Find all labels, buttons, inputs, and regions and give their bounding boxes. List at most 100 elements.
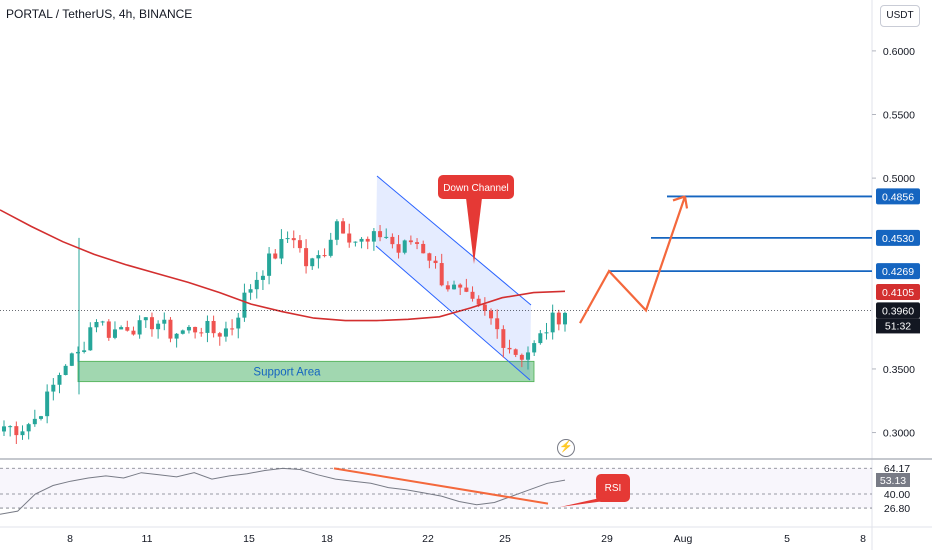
- projection-arrow: [672, 195, 689, 209]
- candle-body: [8, 426, 13, 428]
- candle-body: [279, 239, 284, 259]
- candle-body: [427, 253, 432, 261]
- down-channel: [375, 175, 532, 381]
- candle-body: [156, 323, 161, 330]
- price-label-box: [876, 263, 920, 280]
- candle-body: [186, 326, 191, 331]
- candle-body: [365, 238, 370, 242]
- candle-body: [285, 238, 290, 240]
- down-channel-label: Down Channel: [443, 183, 509, 194]
- candle-body: [402, 240, 407, 253]
- candle-body: [131, 330, 136, 335]
- candle-body: [38, 416, 43, 419]
- candle-body: [433, 260, 438, 264]
- candle-body: [51, 384, 56, 392]
- candle-body: [63, 365, 68, 376]
- candle-body: [137, 320, 142, 335]
- candle-body: [106, 321, 111, 338]
- ma-line: [0, 209, 566, 322]
- candle-body: [458, 284, 463, 288]
- candle-body: [143, 317, 148, 321]
- price-tick-label: 0.5500: [883, 110, 915, 122]
- time-tick-label: 5: [784, 533, 790, 545]
- candle-body: [168, 319, 173, 339]
- candle-body: [489, 310, 494, 319]
- price-label-box: [876, 283, 920, 300]
- candle-body: [507, 347, 512, 350]
- target-levels: [0, 195, 872, 311]
- rsi-callout-label: RSI: [605, 483, 622, 494]
- candle-body: [236, 317, 241, 329]
- candles: [2, 218, 567, 444]
- rsi-line: [0, 467, 566, 515]
- time-tick-label: 11: [142, 533, 153, 545]
- price-label-box: [876, 229, 920, 246]
- candle-body: [217, 333, 222, 337]
- price-tick-label: 0.6000: [883, 46, 915, 58]
- rsi-callout-pointer: [560, 498, 612, 507]
- rsi-callout-box: [596, 474, 630, 502]
- candle-body: [328, 239, 333, 256]
- candle-body: [316, 255, 321, 259]
- candle-body: [162, 319, 167, 324]
- candle-body: [297, 240, 302, 249]
- candle-body: [174, 333, 179, 339]
- candle-body: [260, 275, 265, 280]
- candle-body: [544, 332, 549, 334]
- currency-button[interactable]: USDT: [880, 5, 920, 27]
- candle-body: [304, 248, 309, 267]
- candle-body: [310, 258, 315, 267]
- candle-body: [267, 253, 272, 276]
- candle-body: [32, 418, 37, 425]
- candle-body: [378, 231, 383, 238]
- candle-body: [211, 320, 216, 334]
- support-area-box: [77, 360, 535, 383]
- candle-body: [464, 287, 469, 292]
- candle-body: [273, 253, 278, 259]
- candle-body: [57, 375, 62, 385]
- candle-body: [415, 242, 420, 244]
- time-tick-label: 18: [321, 533, 333, 545]
- rsi-level-label: 64.17: [884, 463, 910, 475]
- candle-body: [526, 352, 531, 360]
- candle-body: [353, 241, 358, 243]
- price-label: 0.4269: [882, 266, 914, 278]
- candle-body: [371, 231, 376, 242]
- countdown-label: 51:32: [885, 320, 911, 332]
- candle-body: [119, 327, 124, 330]
- candle-body: [408, 240, 413, 243]
- time-tick-label: 8: [860, 533, 866, 545]
- candle-body: [26, 424, 31, 432]
- candle-body: [513, 349, 518, 355]
- candle-body: [75, 351, 80, 354]
- lightning-icon[interactable]: ⚡: [557, 439, 575, 457]
- symbol-title: PORTAL / TetherUS, 4h, BINANCE: [6, 7, 193, 21]
- candle-body: [322, 255, 327, 257]
- price-label-box: [876, 188, 920, 205]
- down-channel-callout-box: [438, 175, 514, 199]
- time-tick-label: 25: [499, 533, 511, 545]
- candle-body: [180, 330, 185, 334]
- candle-body: [248, 289, 253, 293]
- candle-body: [291, 238, 296, 241]
- candle-body: [69, 353, 74, 366]
- price-label-box: [876, 302, 920, 319]
- time-axis[interactable]: 8 11 15 18 22 25 29 Aug 5 8: [67, 533, 866, 545]
- candle-body: [421, 243, 426, 254]
- candle-body: [223, 328, 228, 337]
- candle-body: [452, 284, 457, 290]
- price-axis[interactable]: 0.6000 0.5500 0.5000 0.3500 0.3000 0.4856 0.45…: [872, 46, 920, 515]
- candle-body: [242, 292, 247, 318]
- candle-body: [230, 328, 235, 330]
- candle-body: [14, 426, 19, 436]
- support-area: Support Area: [77, 360, 535, 383]
- candle-body: [45, 391, 50, 417]
- channel-fill: [376, 176, 531, 380]
- candle-body: [88, 327, 93, 351]
- candle-body: [199, 332, 204, 334]
- time-tick-label: 8: [67, 533, 73, 545]
- moving-average: [0, 209, 566, 322]
- candle-body: [519, 354, 524, 360]
- candle-body: [396, 244, 401, 253]
